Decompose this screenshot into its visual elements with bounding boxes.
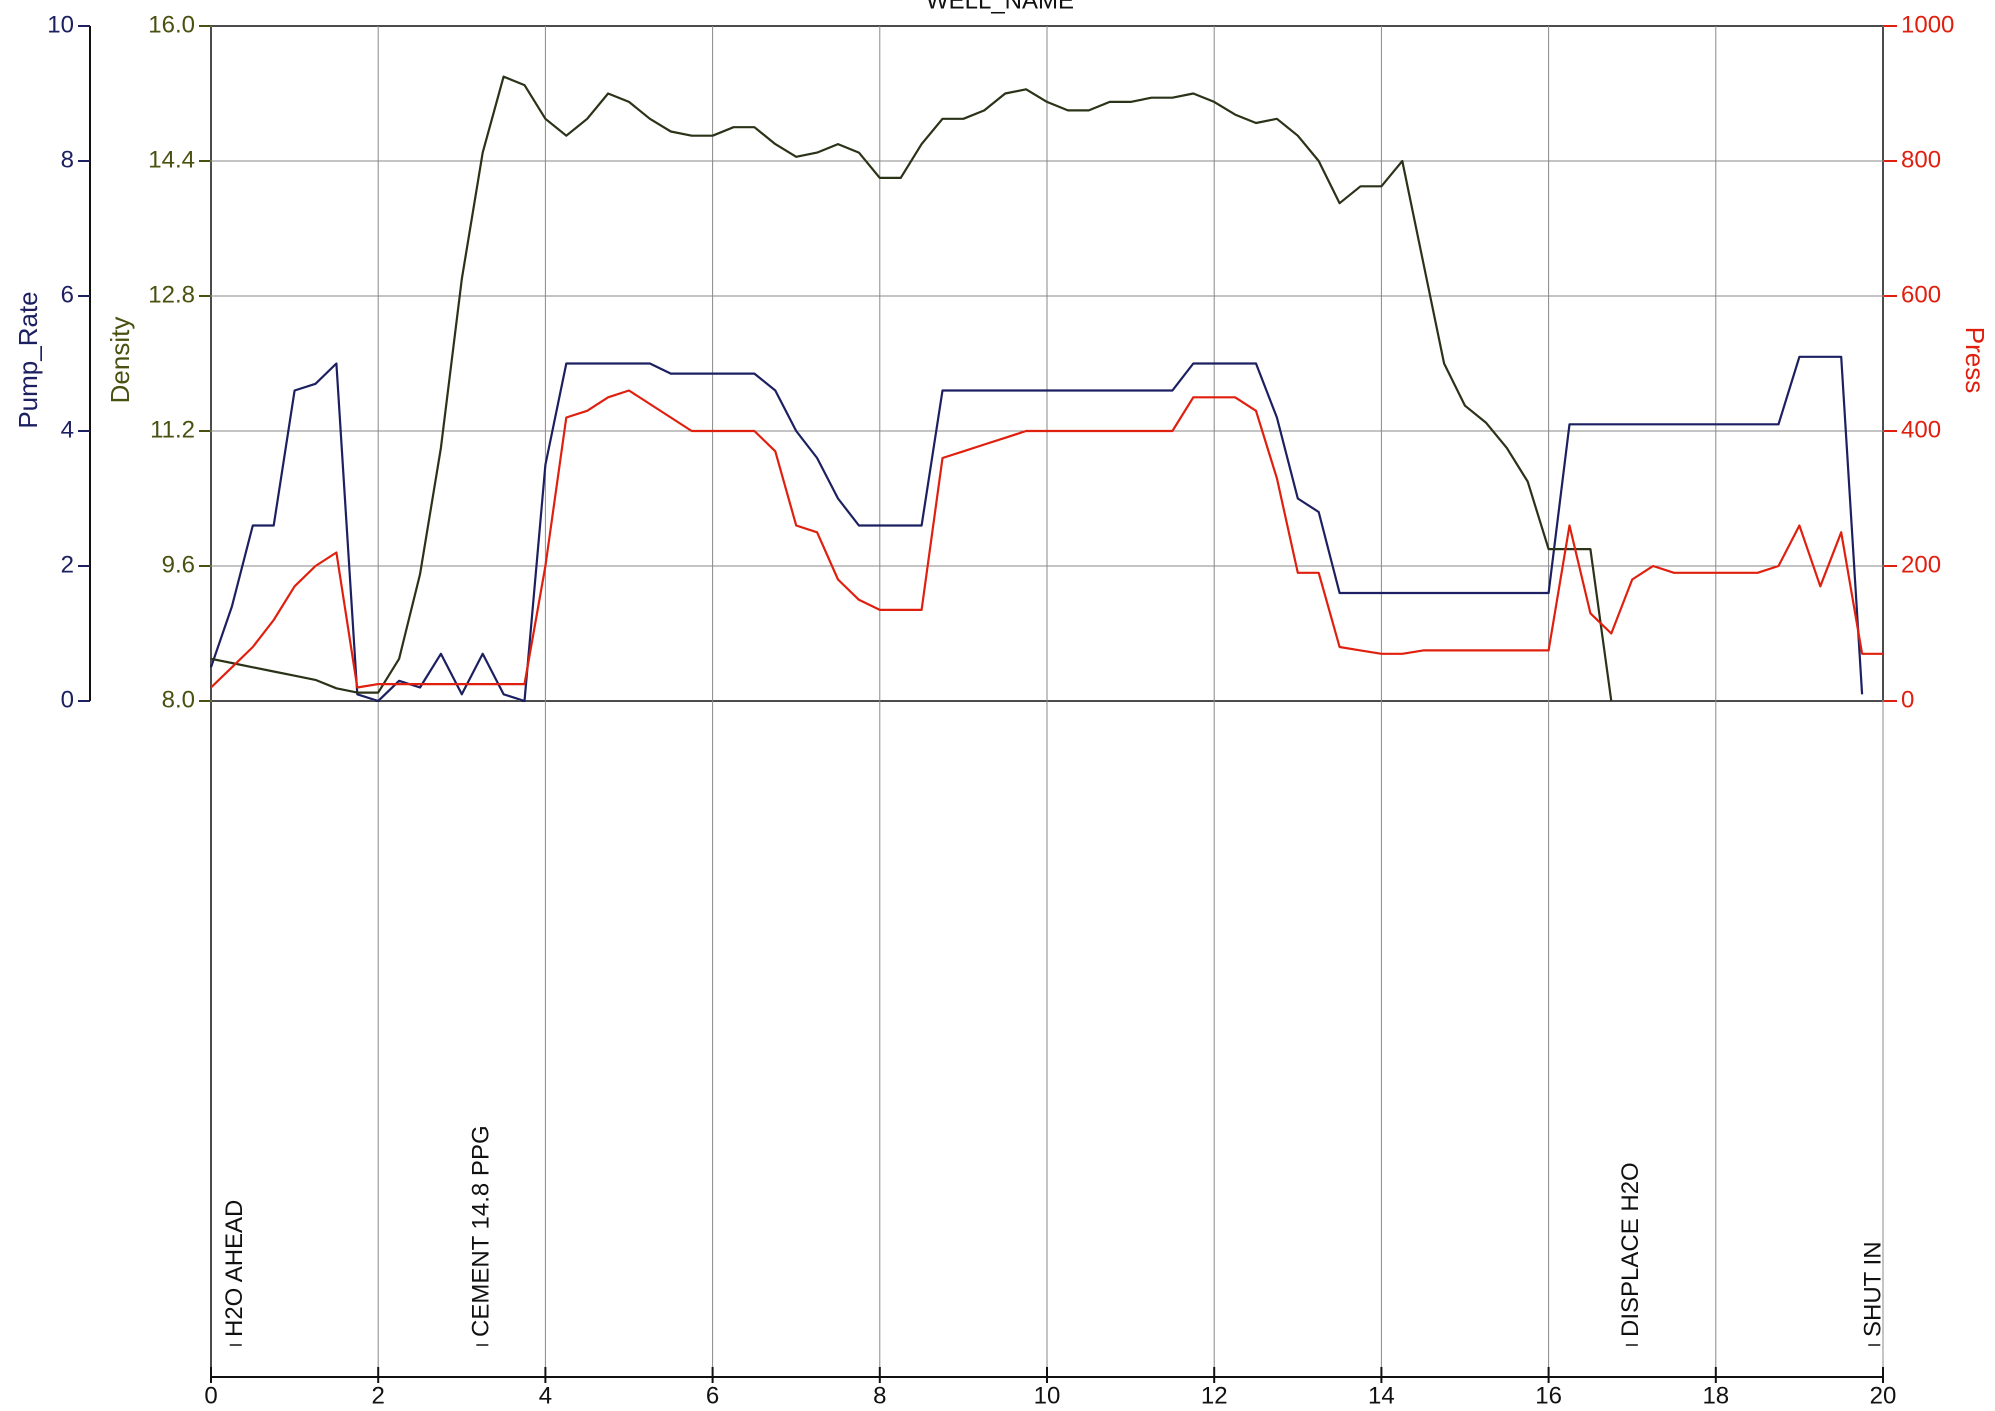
series-line [210,75,1613,702]
y2-tick-label: 1000 [1901,11,1954,38]
series-line [210,389,1883,689]
y3-tick-label: 8.0 [162,686,195,713]
x-tick-label: 2 [372,1382,385,1409]
y-tick-label: 2 [61,551,74,578]
axis-title: Press [1960,327,1990,393]
y3-tick-label: 12.8 [148,281,195,308]
y2-tick-label: 600 [1901,281,1941,308]
y-tick-label: 10 [47,11,74,38]
series-line [209,355,1864,703]
annotation: DISPLACE H2O [1617,1162,1644,1337]
x-tick-label: 8 [873,1382,886,1409]
annotation: H2O AHEAD [221,1200,248,1337]
annotation: CEMENT 14.8 PPG [468,1125,495,1337]
y3-tick-label: 9.6 [162,551,195,578]
y-tick-label: 4 [61,416,74,443]
x-tick-label: 6 [706,1382,719,1409]
y2-tick-label: 800 [1901,146,1941,173]
y3-tick-label: 11.2 [150,416,195,443]
axis-title: Pump_Rate [13,291,43,428]
y-tick-label: 8 [61,146,74,173]
y3-tick-label: 14.4 [148,146,195,173]
axis-title: Density [105,317,135,404]
y2-tick-label: 400 [1901,416,1941,443]
x-tick-label: 18 [1702,1382,1729,1409]
x-tick-label: 14 [1368,1382,1395,1409]
x-tick-label: 20 [1870,1382,1897,1409]
x-tick-label: 0 [204,1382,217,1409]
y2-tick-label: 200 [1901,551,1941,578]
annotation: SHUT IN [1860,1241,1887,1337]
x-tick-label: 16 [1535,1382,1562,1409]
x-tick-label: 10 [1034,1382,1061,1409]
chart-title: WELL_NAME [926,0,1074,14]
x-tick-label: 4 [539,1382,552,1409]
y-tick-label: 0 [61,686,74,713]
y2-tick-label: 0 [1901,686,1914,713]
y-tick-label: 6 [61,281,74,308]
x-tick-label: 12 [1201,1382,1228,1409]
y3-tick-label: 16.0 [148,11,195,38]
